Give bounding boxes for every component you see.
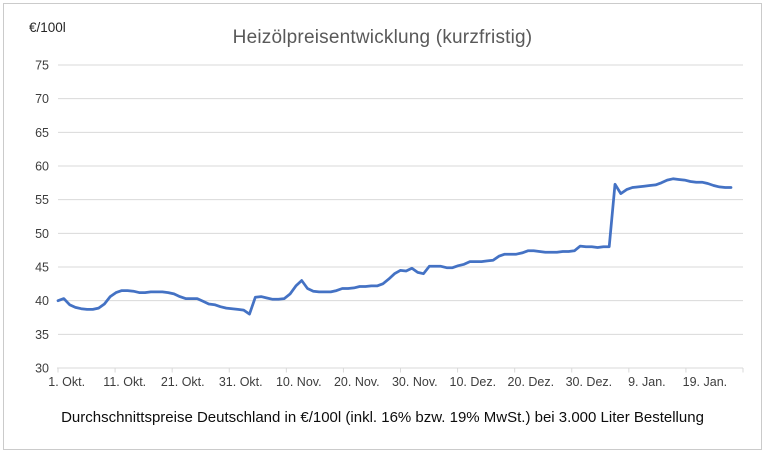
x-tick-label: 30. Nov. bbox=[392, 375, 438, 389]
x-tick-label: 10. Nov. bbox=[276, 375, 322, 389]
y-tick-label: 60 bbox=[35, 160, 49, 174]
x-tick-label: 21. Okt. bbox=[161, 375, 205, 389]
x-tick-label: 31. Okt. bbox=[219, 375, 263, 389]
y-tick-label: 70 bbox=[35, 92, 49, 106]
x-tick-label: 20. Dez. bbox=[508, 375, 555, 389]
x-tick-label: 19. Jan. bbox=[683, 375, 727, 389]
x-tick-label: 11. Okt. bbox=[103, 375, 146, 389]
y-tick-label: 30 bbox=[35, 362, 49, 376]
chart-title: Heizölpreisentwicklung (kurzfristig) bbox=[232, 27, 533, 48]
x-tick-label: 30. Dez. bbox=[566, 375, 613, 389]
x-tick-label: 20. Nov. bbox=[334, 375, 380, 389]
x-tick-label: 9. Jan. bbox=[628, 375, 666, 389]
chart-caption: Durchschnittspreise Deutschland in €/100… bbox=[61, 409, 704, 426]
x-tick-label: 10. Dez. bbox=[450, 375, 497, 389]
y-tick-label: 35 bbox=[35, 328, 49, 342]
y-tick-label: 55 bbox=[35, 193, 49, 207]
y-tick-label: 50 bbox=[35, 227, 49, 241]
x-tick-label: 1. Okt. bbox=[48, 375, 85, 389]
y-tick-label: 45 bbox=[35, 261, 49, 275]
y-tick-label: 75 bbox=[35, 59, 49, 73]
y-tick-label: 65 bbox=[35, 126, 49, 140]
price-series-line bbox=[56, 177, 733, 316]
y-axis-unit-label: €/100l bbox=[29, 20, 66, 35]
y-tick-label: 40 bbox=[35, 294, 49, 308]
